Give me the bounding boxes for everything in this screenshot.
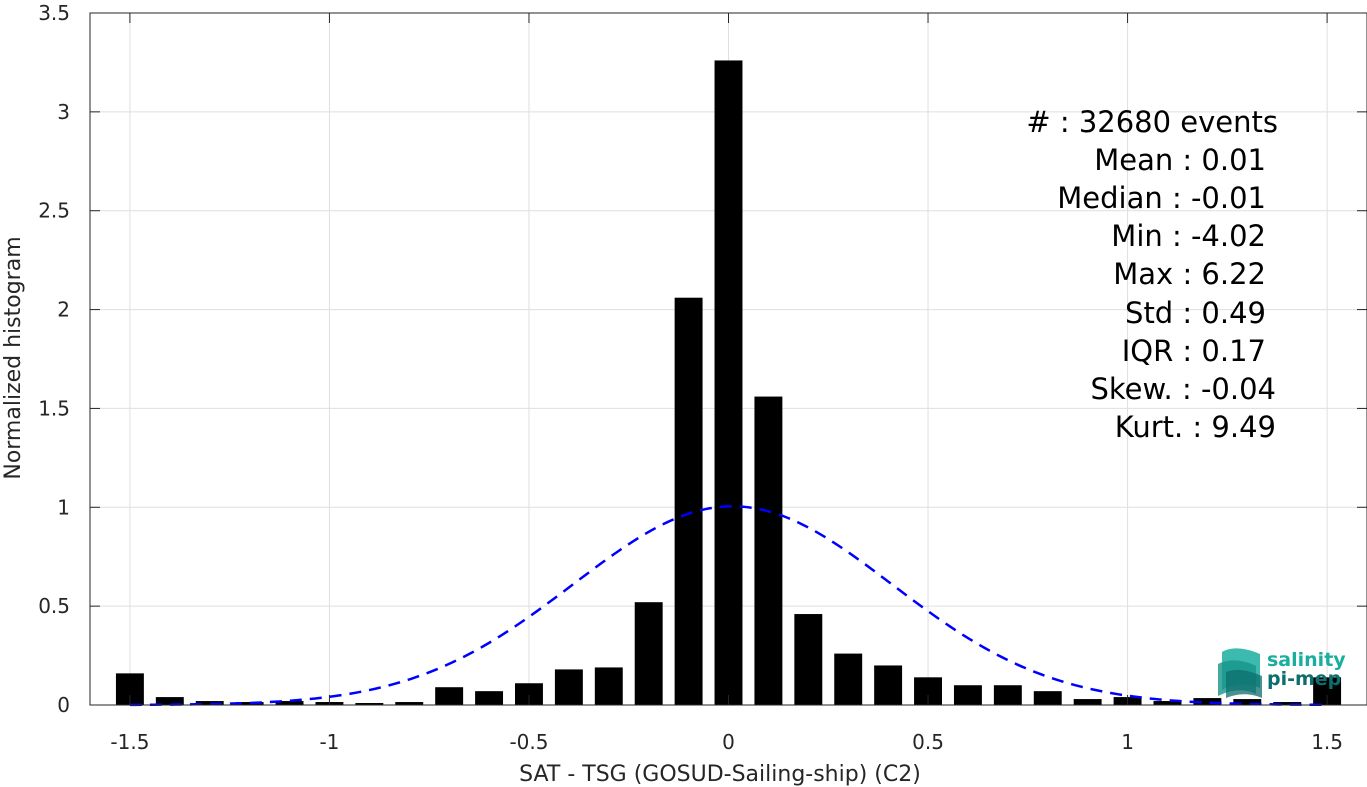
y-tick-label: 1.5 (38, 396, 70, 420)
histogram-bar (195, 701, 224, 705)
x-tick-label: -1.5 (110, 730, 149, 754)
y-axis-label: Normalized histogram (1, 236, 26, 479)
gaussian-fit-curve (129, 505, 1328, 707)
histogram-bar (794, 614, 823, 705)
histogram-bar (1273, 702, 1302, 705)
x-tick-label: 1 (1121, 730, 1134, 754)
histogram-bar (1033, 691, 1062, 705)
x-tick-labels: -1.5 -1 -0.5 0 0.5 1 1.5 (110, 730, 1343, 754)
histogram-bar (834, 653, 863, 705)
histogram-bar (634, 602, 663, 705)
histogram-bar (1153, 701, 1182, 705)
histogram-bar (395, 702, 424, 705)
histogram-bar (355, 703, 384, 705)
y-tick-label: 0.5 (38, 594, 70, 618)
histogram-bars (115, 60, 1342, 706)
x-tick-label: -0.5 (509, 730, 548, 754)
histogram-bar (953, 685, 982, 705)
histogram-bar (1233, 699, 1262, 705)
stat-mean: Mean : 0.01 (1094, 143, 1266, 177)
y-tick-label: 0 (57, 693, 70, 717)
histogram-bar (594, 667, 623, 705)
histogram-bar (874, 665, 903, 705)
histogram-bar (475, 691, 504, 705)
histogram-bar (993, 685, 1022, 705)
y-tick-label: 2.5 (38, 199, 70, 223)
axis-ticks (90, 12, 1367, 706)
histogram-bar (435, 687, 464, 705)
histogram-bar (1193, 698, 1222, 705)
y-tick-labels: 0 0.5 1 1.5 2 2.5 3 3.5 (38, 1, 70, 717)
stat-min: Min : -4.02 (1111, 219, 1266, 253)
stat-skew: Skew. : -0.04 (1090, 372, 1276, 406)
histogram-bar (674, 297, 703, 705)
x-tick-label: -1 (319, 730, 339, 754)
y-tick-label: 3 (57, 100, 70, 124)
stat-events: # : 32680 events (1026, 105, 1278, 139)
x-tick-label: 1.5 (1311, 730, 1343, 754)
stat-max: Max : 6.22 (1113, 257, 1266, 291)
histogram-bar (515, 683, 543, 705)
histogram-bar (554, 669, 583, 705)
x-tick-label: 0.5 (912, 730, 944, 754)
salinity-pi-mep-logo: salinity pi-mep (1218, 648, 1346, 698)
stat-median: Median : -0.01 (1057, 181, 1266, 215)
y-tick-label: 3.5 (38, 1, 70, 25)
wave-icon (1218, 648, 1262, 698)
y-tick-label: 1 (57, 495, 70, 519)
logo-line-2: pi-mep (1267, 668, 1341, 690)
stat-iqr: IQR : 0.17 (1122, 334, 1266, 368)
histogram-bar (1073, 699, 1102, 705)
histogram-bar (275, 701, 304, 705)
x-tick-label: 0 (722, 730, 735, 754)
histogram-bar (754, 396, 783, 705)
stat-std: Std : 0.49 (1125, 296, 1266, 330)
y-tick-label: 2 (57, 298, 70, 322)
stat-kurt: Kurt. : 9.49 (1115, 410, 1276, 444)
x-axis-label: SAT - TSG (GOSUD-Sailing-ship) (C2) (519, 762, 921, 787)
statistics-box: # : 32680 events Mean : 0.01 Median : -0… (1026, 105, 1278, 444)
histogram-bar (155, 697, 184, 705)
histogram-bar (714, 60, 743, 706)
histogram-bar (235, 702, 264, 705)
logo-line-1: salinity (1267, 649, 1346, 671)
